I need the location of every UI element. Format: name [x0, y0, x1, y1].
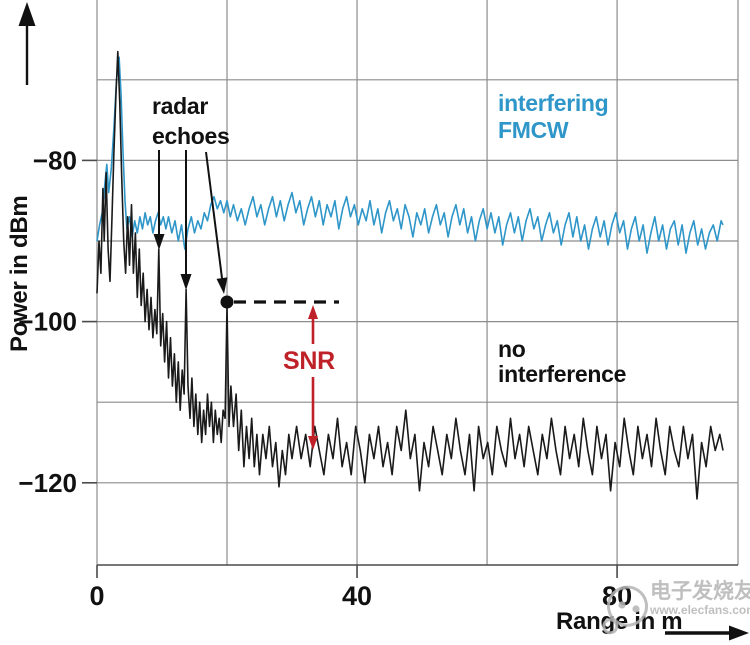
- y-axis-arrow: [18, 2, 36, 26]
- radar-echoes-line-2: echoes: [152, 123, 230, 149]
- x-tick-label: 80: [602, 581, 632, 611]
- radar-echoes-line-1: radar: [152, 93, 209, 119]
- y-tick-label: −120: [18, 468, 77, 498]
- no-interference-line-2: interference: [498, 361, 627, 387]
- series-no-interference: [96, 50, 724, 500]
- radar-echoes-label: radar echoes: [152, 91, 230, 151]
- x-tick-label: 40: [342, 581, 372, 611]
- no-interference-line-1: no: [498, 336, 526, 362]
- snr-arrow-up-head: [308, 305, 318, 319]
- interfering-fmcw-label: interfering FMCW: [498, 90, 609, 144]
- radar-echo-arrow-head: [180, 274, 192, 290]
- interfering-line-1: interfering: [498, 90, 609, 116]
- interfering-line-2: FMCW: [498, 117, 569, 143]
- snr-label: SNR: [283, 347, 335, 375]
- y-axis-title: Power in dBm: [6, 195, 33, 352]
- y-tick-label: −80: [33, 145, 77, 175]
- radar-echo-arrow-head: [216, 277, 228, 294]
- peak-marker-dot: [220, 295, 234, 309]
- snr-arrow-down-head: [308, 436, 318, 450]
- x-axis-arrow: [729, 625, 749, 641]
- no-interference-label: no interference: [498, 337, 626, 387]
- series-interfering-FMCW: [96, 56, 724, 254]
- x-axis-title: Range in m: [556, 608, 683, 635]
- radar-echo-arrow: [205, 151, 224, 281]
- radar-echo-arrow-head: [153, 234, 165, 250]
- x-tick-label: 0: [89, 581, 104, 611]
- y-tick-label: −100: [18, 307, 77, 337]
